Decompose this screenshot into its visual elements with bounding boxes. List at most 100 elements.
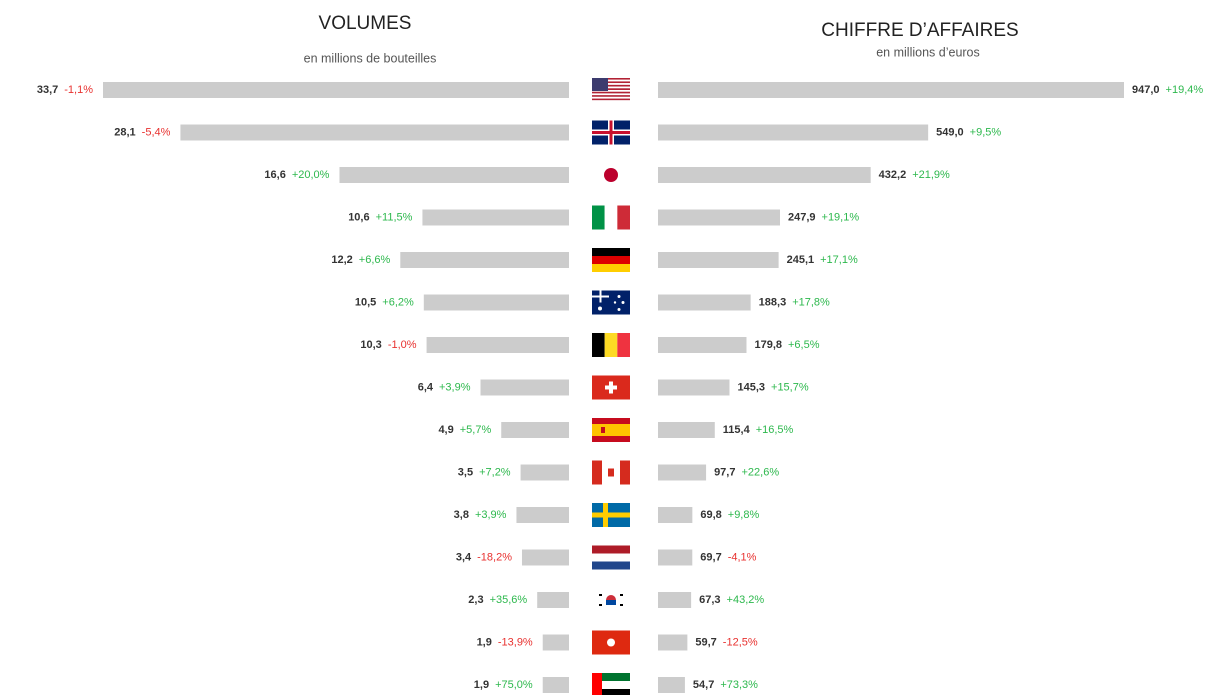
- flag-part: [613, 301, 617, 304]
- change-label: -1,0%: [388, 339, 417, 351]
- flag-part: [604, 333, 618, 357]
- flag-part: [607, 638, 615, 647]
- value-label: 245,1: [787, 254, 815, 266]
- change-label: -4,1%: [728, 551, 757, 563]
- bar: [501, 422, 569, 438]
- value-label: 54,7: [693, 679, 714, 691]
- flag-part: [592, 248, 630, 256]
- change-label: +3,9%: [475, 509, 507, 521]
- bar: [400, 252, 569, 268]
- flag-part: [592, 264, 630, 272]
- bar: [180, 124, 569, 141]
- change-label: +20,0%: [292, 169, 330, 181]
- chart-title: CHIFFRE D’AFFAIRES: [821, 20, 1018, 41]
- bar: [423, 294, 569, 311]
- flag-part: [617, 205, 630, 230]
- flag-part: [599, 290, 602, 303]
- value-label: 10,5: [355, 296, 376, 308]
- bar: [480, 379, 569, 396]
- value-label: 59,7: [695, 636, 716, 648]
- flag-part: [605, 385, 617, 390]
- bar: [658, 507, 693, 523]
- flag-part: [592, 83, 630, 85]
- flag-part: [602, 673, 630, 681]
- flag-part: [592, 88, 630, 90]
- flag-part: [620, 460, 630, 485]
- flag-part: [592, 98, 630, 101]
- change-label: +17,8%: [792, 296, 830, 308]
- flag: [592, 205, 630, 230]
- flag: [592, 333, 630, 357]
- bar: [658, 592, 692, 608]
- value-label: 3,5: [458, 466, 473, 478]
- flag-part: [592, 95, 630, 97]
- bar: [658, 124, 929, 141]
- value-label: 69,8: [700, 509, 721, 521]
- value-label: 10,6: [348, 211, 369, 223]
- value-label: 10,3: [360, 339, 381, 351]
- flag-part: [592, 84, 630, 87]
- flag-part: [592, 673, 602, 695]
- flag-part: [617, 308, 621, 311]
- chart-subtitle: en millions d’euros: [876, 45, 980, 59]
- flag-part: [592, 78, 630, 80]
- value-label: 1,9: [474, 679, 489, 691]
- change-label: +11,5%: [376, 211, 413, 223]
- flag-part: [621, 301, 625, 304]
- bar: [542, 634, 569, 651]
- flag-part: [592, 424, 630, 436]
- flag-part: [592, 90, 630, 92]
- flag: [592, 460, 630, 485]
- bar: [426, 337, 569, 353]
- flag-part: [592, 512, 630, 518]
- bar: [658, 294, 751, 311]
- value-label: 4,9: [438, 424, 453, 436]
- flag-part: [592, 100, 630, 102]
- change-label: +6,5%: [788, 339, 820, 351]
- change-label: +75,0%: [495, 679, 533, 691]
- value-label: 179,8: [754, 339, 782, 351]
- change-label: +73,3%: [720, 679, 758, 691]
- bar: [537, 592, 569, 608]
- flag-part: [617, 333, 630, 357]
- bar: [658, 464, 707, 481]
- bar: [103, 82, 569, 98]
- flag-part: [598, 306, 602, 311]
- flag-part: [592, 561, 630, 570]
- change-label: -13,9%: [498, 636, 533, 648]
- bar: [521, 549, 569, 566]
- change-label: +19,1%: [822, 211, 860, 223]
- change-label: +22,6%: [741, 466, 779, 478]
- flag-part: [592, 333, 605, 357]
- change-label: -18,2%: [477, 551, 512, 563]
- flag: [592, 503, 630, 527]
- value-label: 432,2: [879, 169, 907, 181]
- flag-part: [617, 295, 621, 298]
- value-label: 2,3: [468, 594, 483, 606]
- change-label: +35,6%: [490, 594, 528, 606]
- change-label: +5,7%: [460, 424, 492, 436]
- flag: [592, 545, 630, 570]
- flag: [592, 120, 630, 145]
- flag-part: [592, 205, 605, 230]
- bar: [339, 167, 569, 183]
- change-label: +6,2%: [382, 296, 414, 308]
- flag-part: [606, 600, 616, 605]
- bar: [658, 337, 747, 353]
- bar: [658, 422, 715, 438]
- value-label: 549,0: [936, 126, 964, 138]
- flag-part: [592, 418, 630, 424]
- value-label: 28,1: [114, 126, 135, 138]
- flag-part: [592, 436, 630, 442]
- flag-part: [592, 79, 630, 82]
- flag: [592, 375, 630, 400]
- flag: [592, 673, 630, 695]
- value-label: 6,4: [418, 381, 434, 393]
- bar: [422, 209, 569, 226]
- bar: [658, 379, 730, 396]
- flag-part: [592, 460, 602, 485]
- bar: [658, 677, 685, 693]
- value-label: 69,7: [700, 551, 721, 563]
